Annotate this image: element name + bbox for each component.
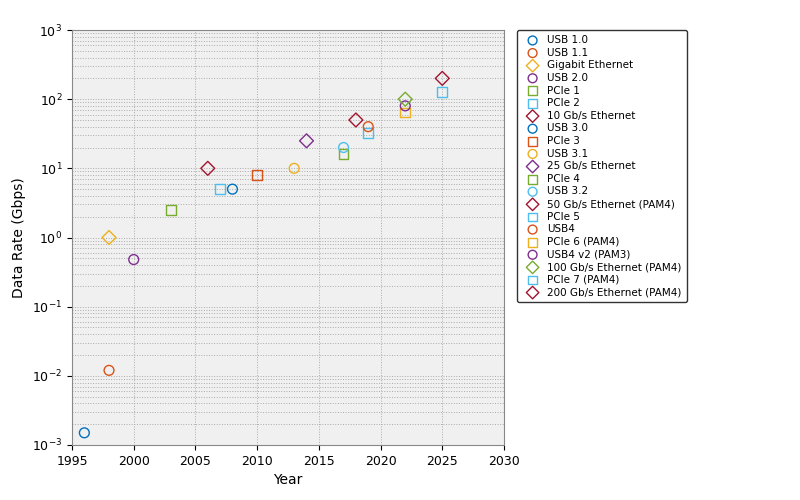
USB 3.0 xyxy=(226,185,239,193)
Gigabit Ethernet xyxy=(102,234,115,241)
USB 1.0 xyxy=(78,429,90,437)
PCIe 7 (PAM4) xyxy=(436,88,449,96)
USB 1.1 xyxy=(102,366,115,374)
PCIe 3 xyxy=(250,171,263,179)
PCIe 1 xyxy=(164,206,177,214)
PCIe 6 (PAM4) xyxy=(399,108,412,116)
10 Gb/s Ethernet xyxy=(202,164,214,172)
USB4 v2 (PAM3) xyxy=(399,102,412,110)
25 Gb/s Ethernet xyxy=(300,137,313,145)
USB4 xyxy=(362,122,374,130)
USB 3.1 xyxy=(288,164,301,172)
PCIe 2 xyxy=(214,185,226,193)
X-axis label: Year: Year xyxy=(274,474,302,488)
200 Gb/s Ethernet (PAM4) xyxy=(436,74,449,82)
PCIe 4 xyxy=(337,150,350,158)
100 Gb/s Ethernet (PAM4) xyxy=(399,95,412,103)
USB 2.0 xyxy=(127,256,140,264)
USB 3.2 xyxy=(337,144,350,152)
50 Gb/s Ethernet (PAM4) xyxy=(350,116,362,124)
Legend: USB 1.0, USB 1.1, Gigabit Ethernet, USB 2.0, PCIe 1, PCIe 2, 10 Gb/s Ethernet, U: USB 1.0, USB 1.1, Gigabit Ethernet, USB … xyxy=(517,30,686,302)
Y-axis label: Data Rate (Gbps): Data Rate (Gbps) xyxy=(13,177,26,298)
PCIe 5 xyxy=(362,130,374,138)
